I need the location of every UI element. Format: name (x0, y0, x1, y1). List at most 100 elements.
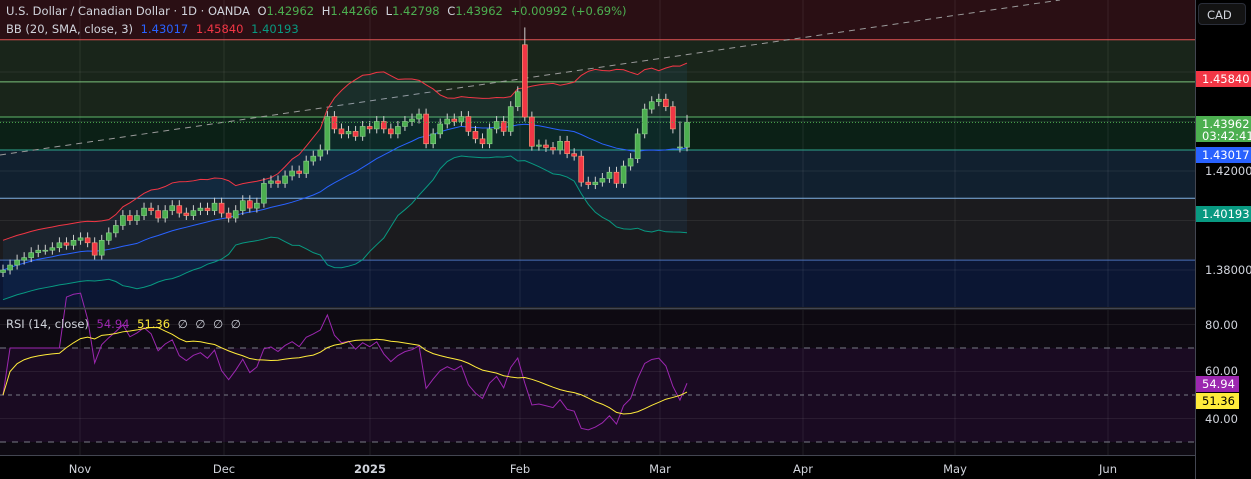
candle (7, 264, 13, 271)
candle (380, 121, 387, 130)
candle (684, 122, 690, 148)
time-label: Jun (1099, 462, 1117, 476)
candle (373, 121, 380, 130)
candle (479, 138, 486, 145)
candle (113, 225, 119, 234)
rsi-ma-badge: 51.36 (1196, 393, 1239, 409)
candle (486, 128, 493, 145)
candle (641, 108, 648, 135)
candle (162, 210, 168, 219)
candle (254, 202, 260, 209)
time-label: Mar (649, 462, 671, 476)
candle (366, 126, 373, 130)
last-price-badge: 1.43962 03:42:41 (1196, 116, 1251, 142)
rsi-value: 54.94 (96, 317, 130, 331)
candle (345, 131, 352, 135)
candle (578, 155, 585, 183)
candle (21, 257, 27, 261)
ohlc-open: O1.42962 (257, 4, 314, 18)
candle (677, 146, 683, 149)
candle (155, 210, 161, 219)
candle (183, 212, 190, 216)
candle (359, 126, 366, 137)
candle (430, 133, 436, 145)
bb-upper-value: 1.45840 (195, 22, 244, 36)
rsi-legend[interactable]: RSI (14, close) 54.94 51.36 ∅ ∅ ∅ ∅ (6, 317, 245, 331)
time-axis (0, 456, 1195, 479)
rsi-extra-value: ∅ (195, 317, 206, 331)
rsi-extra-value: ∅ (213, 317, 224, 331)
candle (176, 205, 183, 214)
candle (84, 237, 91, 244)
candle (670, 106, 676, 130)
candle (444, 118, 451, 125)
candle (28, 252, 35, 258)
time-label: May (943, 462, 967, 476)
time-label: Nov (68, 462, 92, 476)
candle (268, 180, 274, 184)
rsi-badge: 54.94 (1196, 376, 1239, 392)
candle (77, 237, 84, 241)
candle (232, 210, 239, 219)
symbol-legend: U.S. Dollar / Canadian Dollar · 1D · OAN… (6, 4, 631, 18)
candle (49, 247, 56, 251)
zone-band (0, 40, 1195, 117)
zone-band (0, 0, 1195, 40)
trend-line (0, 0, 1061, 156)
close-label: C (447, 4, 456, 18)
candle (416, 113, 422, 120)
candle (571, 153, 577, 157)
candle (56, 242, 63, 249)
bb-upper-line (2, 62, 688, 241)
open-label: O (257, 4, 267, 18)
currency-button[interactable]: CAD (1198, 3, 1246, 25)
candle (197, 207, 204, 211)
candle (247, 200, 253, 209)
candle (564, 140, 570, 154)
candle (620, 165, 627, 184)
candle (388, 128, 394, 135)
candle (472, 131, 479, 140)
bb-upper-badge: 1.45840 (1196, 71, 1251, 87)
candle (599, 178, 606, 183)
ohlc-low: L1.42798 (386, 4, 440, 18)
rsi-tick: 60.00 (1205, 364, 1238, 378)
candle (585, 181, 592, 185)
time-label: Dec (212, 462, 236, 476)
candle (514, 91, 521, 107)
candle (63, 242, 70, 246)
candle (543, 144, 549, 148)
bb-lower-badge: 1.40193 (1196, 206, 1251, 222)
candle (613, 171, 620, 184)
rsi-ma-value: 51.36 (137, 317, 171, 331)
candle (303, 160, 310, 174)
candle (0, 269, 6, 273)
candle (289, 170, 295, 177)
candle (557, 140, 563, 151)
candle (663, 98, 669, 107)
open-value: 1.42962 (266, 4, 315, 18)
rsi-extra-value: ∅ (230, 317, 241, 331)
candle (218, 202, 225, 214)
time-label: Feb (509, 462, 531, 476)
bar-countdown: 03:42:41 (1202, 129, 1251, 143)
candle (225, 212, 232, 219)
bb-basis-line (2, 123, 688, 271)
zone-band (0, 150, 1195, 198)
candle (423, 113, 429, 145)
candle (592, 181, 599, 185)
candle (141, 207, 147, 216)
low-value: 1.42798 (392, 4, 440, 18)
candle (550, 147, 556, 151)
candle (204, 207, 211, 211)
rsi-tick: 40.00 (1205, 412, 1238, 426)
candle (338, 128, 345, 135)
candle (395, 126, 401, 135)
candle (310, 155, 317, 162)
bb-legend[interactable]: BB (20, SMA, close, 3) 1.43017 1.45840 1… (6, 22, 303, 36)
time-label: 2025 (353, 462, 387, 476)
rsi-line (2, 292, 688, 431)
candle (507, 106, 514, 132)
candle (465, 116, 472, 132)
